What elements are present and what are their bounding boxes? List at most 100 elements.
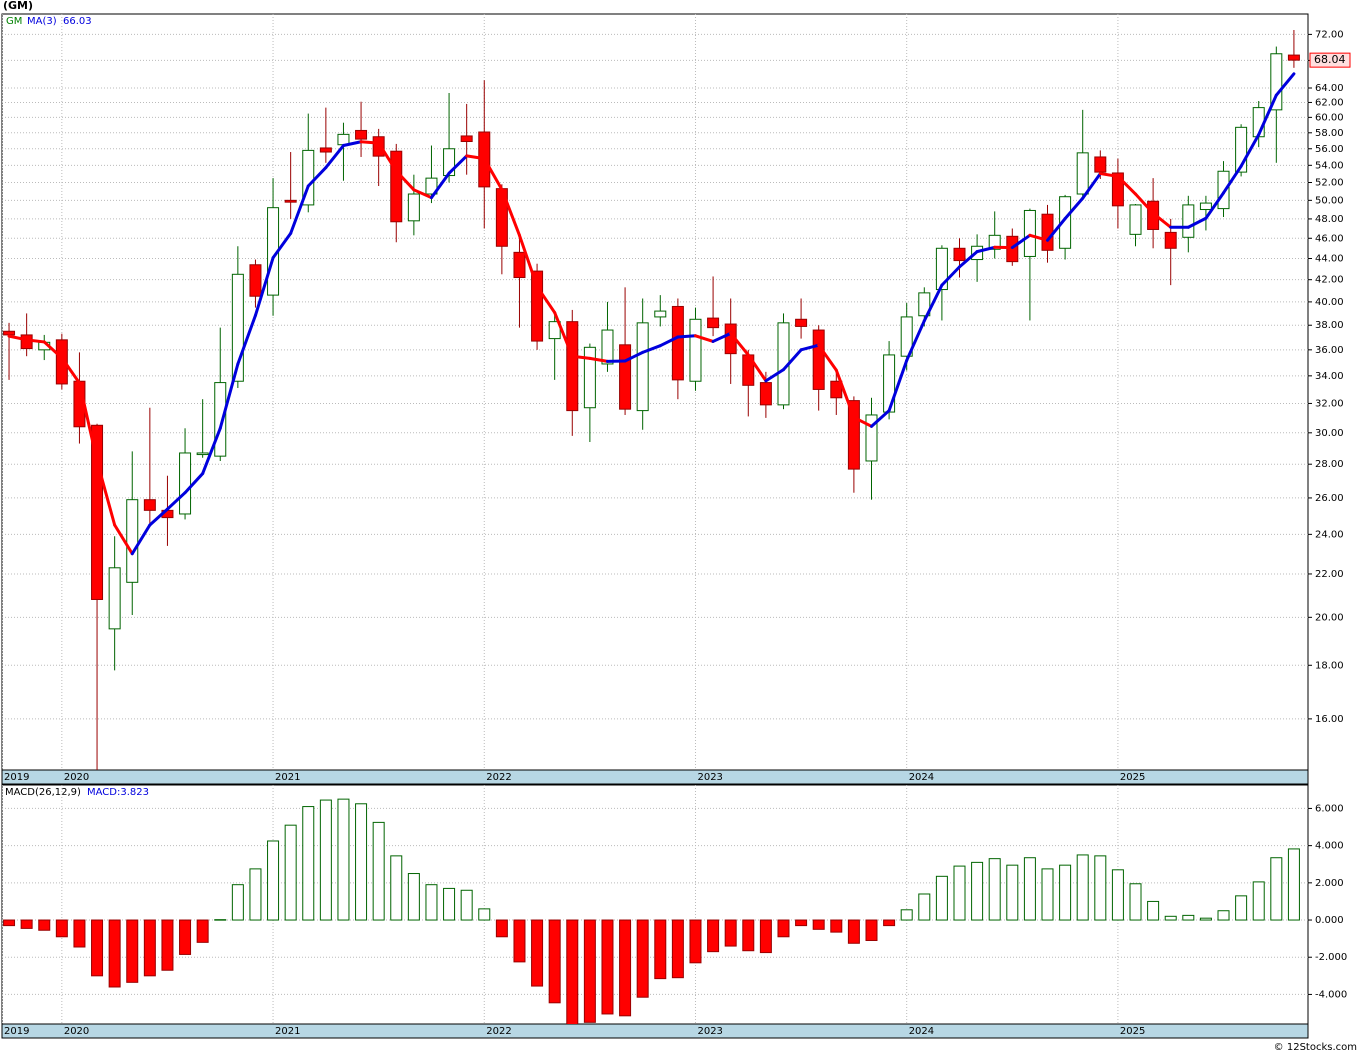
ma-line [1081,172,1102,200]
ma-line [148,507,169,527]
ma-line [324,144,345,170]
candle-body [900,316,913,357]
candle-body [355,129,368,140]
macd-bar [1235,895,1248,921]
y-tick-label: 34.00 [1315,371,1344,382]
macd-bar [1217,910,1230,921]
ma-line [887,358,909,413]
macd-bar [812,919,825,930]
ma-line [1257,93,1278,137]
candle-body [1076,152,1089,195]
x-tick-label: 2024 [909,1026,934,1037]
candle-body [566,321,579,412]
macd-bar [108,919,121,988]
candle-body [91,424,104,600]
candle-body [302,149,315,206]
ma-line [1239,133,1261,168]
macd-bar [566,919,579,1024]
macd-bar [1041,868,1054,921]
ma-line [113,523,134,556]
macd-bar [777,919,790,938]
ma-line [658,335,680,348]
x-tick-label: 2025 [1120,772,1145,783]
ma-line [271,231,293,260]
candle-body [689,318,702,382]
ma-line [553,311,574,358]
ma-line [394,169,416,192]
y-tick-label: 30.00 [1315,428,1344,439]
macd-bar [1270,857,1283,921]
macd-panel [1,784,1309,1025]
macd-bar [724,919,737,947]
candle-body [3,330,16,336]
ma-line [253,256,275,317]
ma-line [429,171,451,200]
last-price-label: 68.04 [1314,53,1346,66]
y-tick-label: 44.00 [1315,254,1344,265]
macd-bar [161,919,174,971]
y-tick-label: 40.00 [1315,297,1344,308]
ma-line [482,157,504,192]
candle-body [636,322,649,412]
candle-body [143,499,156,511]
y-tick-label: 6.000 [1315,803,1344,814]
macd-bar [1252,881,1265,921]
macd-bar [883,919,896,927]
candle-body [830,380,843,399]
candle-body [1164,231,1177,249]
macd-bar [1164,915,1177,921]
macd-bar [443,887,456,921]
ma-line [570,354,592,360]
x-tick-label: 2023 [697,1026,722,1037]
y-tick-label: -4.000 [1315,989,1347,1000]
candle-body [1199,202,1212,211]
macd-bar [935,875,948,921]
macd-bar [1076,854,1089,921]
price-panel [1,13,1309,771]
ma-line [95,459,117,527]
ma-line [500,188,521,237]
time-axis [1,769,1309,785]
y-tick-label: 0.000 [1315,915,1344,926]
candle-body [407,193,420,222]
ma-line [42,340,64,360]
candle-body [1111,172,1124,207]
last-price-box [1309,52,1351,68]
candle-body [1059,196,1072,249]
y-tick-label: 60.00 [1315,112,1344,123]
ma-line [130,523,152,556]
macd-bar [1111,869,1124,921]
y-tick-label: 28.00 [1315,459,1344,470]
ma-line [764,368,785,383]
y-tick-label: 32.00 [1315,398,1344,409]
candle-body [179,452,192,515]
candle-body [759,382,772,406]
macd-bar [689,919,702,964]
macd-bar [1287,848,1300,921]
y-tick-label: 52.00 [1315,177,1344,188]
ma-line [25,338,46,344]
x-tick-label: 2019 [4,1026,29,1037]
candle-body [231,273,244,382]
candle-body [425,177,438,195]
y-tick-label: 16.00 [1315,714,1344,725]
ma-line [535,285,557,315]
y-tick-label: 62.00 [1315,97,1344,108]
ma-line [834,368,856,419]
candle-body [1129,204,1142,235]
ma-line [676,334,697,339]
y-tick-label: 18.00 [1315,660,1344,671]
macd-bar [425,884,438,921]
candle-body [1287,54,1300,61]
ma-line [359,140,381,145]
y-tick-label: 2.000 [1315,878,1344,889]
candle-body [988,234,1001,250]
macd-bar [988,858,1001,921]
ma-line [77,381,99,463]
ma-line [183,472,205,495]
candle-body [1217,170,1230,210]
legend-ma-value: 66.03 [63,16,92,27]
ma-line [940,265,961,287]
candle-body [513,251,526,279]
